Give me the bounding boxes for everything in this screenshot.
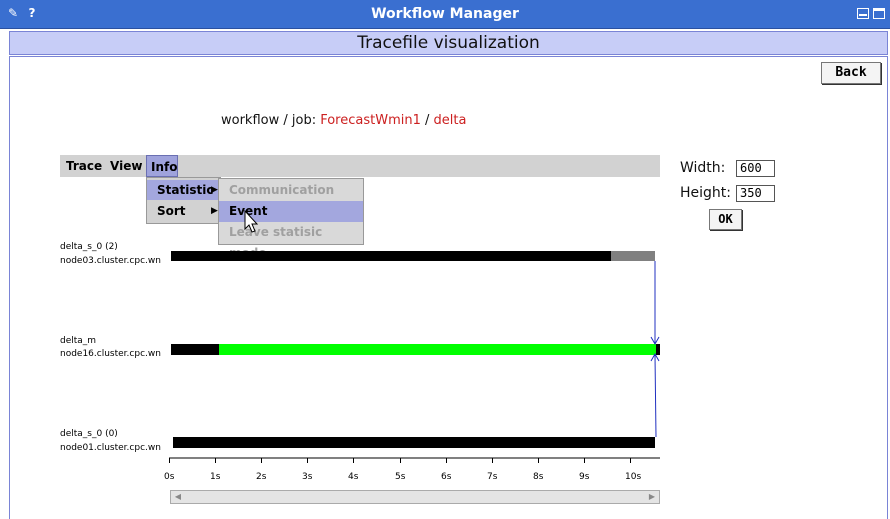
horizontal-scrollbar[interactable]: ◀ ▶ <box>170 490 660 504</box>
trace-bar-idle <box>611 251 655 261</box>
trace-bar-busy <box>173 437 655 448</box>
trace-bar-busy <box>656 344 660 355</box>
submenu-event-label: Event <box>229 204 268 218</box>
trace-menubar <box>60 155 660 177</box>
axis-tick-mark <box>169 458 170 463</box>
trace-canvas <box>169 251 660 459</box>
back-button[interactable]: Back <box>821 62 881 84</box>
menu-trace[interactable]: Trace <box>66 159 103 173</box>
submenu-arrow-icon: ▶ <box>211 206 218 216</box>
scroll-left-icon[interactable]: ◀ <box>174 492 182 501</box>
axis-tick-label: 5s <box>395 472 406 482</box>
message-line <box>654 354 657 438</box>
window-titlebar: Workflow Manager ✎ ? <box>0 0 890 29</box>
row-label-node: node01.cluster.cpc.wn <box>60 443 161 453</box>
menu-item-sort-label: Sort <box>157 204 186 218</box>
axis-tick-label: 6s <box>441 472 452 482</box>
row-label-name: delta_m <box>60 336 97 346</box>
statistic-submenu: Communication Event Leave statisic mode <box>218 178 364 260</box>
window-title: Workflow Manager <box>371 6 519 22</box>
row-label-name: delta_s_0 (2) <box>60 242 118 252</box>
axis-tick-mark <box>492 458 493 463</box>
menu-item-sort[interactable]: Sort ▶ <box>147 201 220 221</box>
axis-tick-mark <box>630 458 631 463</box>
message-arrow-icon <box>650 336 660 346</box>
job-separator: / <box>425 113 430 128</box>
info-dropdown: Statistic ▶ Sort ▶ <box>146 177 221 224</box>
pencil-icon[interactable]: ✎ <box>7 6 19 20</box>
submenu-arrow-icon: ▶ <box>211 185 218 195</box>
content-panel <box>9 56 888 519</box>
axis-tick-label: 2s <box>256 472 267 482</box>
axis-tick-label: 7s <box>487 472 498 482</box>
job-prefix: workflow / job: <box>221 113 317 128</box>
axis-tick-mark <box>353 458 354 463</box>
width-input[interactable]: 600 <box>736 160 775 177</box>
menu-view[interactable]: View <box>110 159 143 173</box>
maximize-icon[interactable] <box>873 8 885 19</box>
submenu-event[interactable]: Event <box>219 201 363 222</box>
trace-bar-busy <box>171 251 611 261</box>
page-header: Tracefile visualization <box>9 31 888 55</box>
axis-tick-mark <box>307 458 308 463</box>
axis-tick-mark <box>215 458 216 463</box>
axis-tick-label: 3s <box>302 472 313 482</box>
row-label-name: delta_s_0 (0) <box>60 429 118 439</box>
job-line: workflow / job: ForecastWmin1 / delta <box>221 113 466 128</box>
row-label-node: node16.cluster.cpc.wn <box>60 349 161 359</box>
ok-button[interactable]: OK <box>709 209 742 230</box>
trace-bar-busy <box>171 344 219 355</box>
submenu-communication[interactable]: Communication <box>219 180 363 201</box>
menu-item-statistic-label: Statistic <box>157 183 214 197</box>
minimize-icon[interactable] <box>857 8 869 19</box>
job-name: delta <box>433 113 467 128</box>
workflow-name: ForecastWmin1 <box>320 113 421 128</box>
axis-tick-label: 4s <box>348 472 359 482</box>
axis-tick-mark <box>261 458 262 463</box>
axis-tick-label: 1s <box>210 472 221 482</box>
width-label: Width: <box>680 160 726 176</box>
menu-info[interactable]: Info <box>146 155 178 177</box>
axis-tick-label: 9s <box>579 472 590 482</box>
trace-bar-active <box>219 344 656 355</box>
axis-tick-label: 8s <box>533 472 544 482</box>
axis-tick-label: 0s <box>164 472 175 482</box>
height-input[interactable]: 350 <box>736 185 775 202</box>
help-icon[interactable]: ? <box>28 6 36 20</box>
mouse-pointer-icon <box>244 210 259 233</box>
submenu-communication-label: Communication <box>229 183 335 197</box>
axis-tick-mark <box>446 458 447 463</box>
row-label-node: node03.cluster.cpc.wn <box>60 256 161 266</box>
axis-tick-mark <box>538 458 539 463</box>
axis-tick-mark <box>584 458 585 463</box>
axis-tick-label: 10s <box>625 472 642 482</box>
menu-item-statistic[interactable]: Statistic ▶ <box>147 180 220 200</box>
height-label: Height: <box>680 185 731 201</box>
axis-tick-mark <box>400 458 401 463</box>
scroll-right-icon[interactable]: ▶ <box>648 492 656 501</box>
message-arrow-icon <box>650 352 660 362</box>
